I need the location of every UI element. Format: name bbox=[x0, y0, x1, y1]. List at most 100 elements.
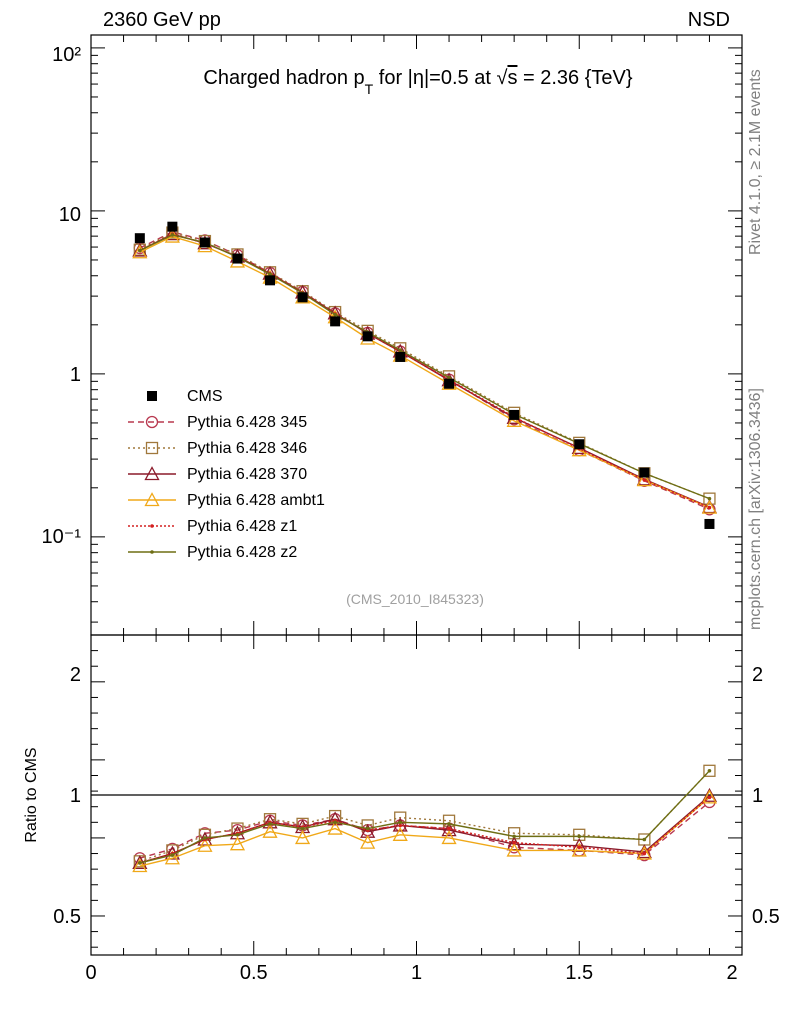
ratio-series-5-point bbox=[365, 826, 370, 831]
axis-tick-labels: 0 0.5 1 1.5 2 10⁻¹ 1 10 10² 0.5 1 2 0.5 … bbox=[42, 44, 780, 984]
x-tick-label-4: 2 bbox=[726, 962, 737, 984]
header-left: 2360 GeV pp bbox=[103, 9, 221, 31]
ratio-series-3-point bbox=[441, 830, 457, 845]
main-series-5-point bbox=[138, 248, 142, 253]
chart-title-prefix: Charged hadron p bbox=[203, 67, 364, 89]
data-point bbox=[232, 253, 243, 264]
ratio-series-2-point bbox=[506, 836, 522, 851]
legend-marker-2 bbox=[144, 466, 160, 481]
legend-marker-4 bbox=[150, 524, 154, 528]
main-series-4-point bbox=[707, 505, 712, 510]
ratio-series-3-point bbox=[392, 826, 408, 841]
data-point bbox=[639, 467, 650, 478]
ratio-series-5-point bbox=[300, 826, 305, 831]
ratio-series-line-5 bbox=[139, 770, 710, 864]
ratio-series-5-point bbox=[235, 833, 240, 837]
ratio-y-tick-label-right-0: 0.5 bbox=[752, 906, 780, 928]
main-series-5-point bbox=[398, 348, 403, 353]
legend-label-data: CMS bbox=[187, 388, 223, 405]
ratio-series-3-point bbox=[506, 842, 522, 857]
x-tick-label-0: 0 bbox=[85, 962, 96, 984]
ratio-series-3-point bbox=[571, 842, 587, 857]
ratio-series-3-point bbox=[327, 820, 343, 835]
ratio-series-3-point bbox=[229, 836, 246, 851]
ratio-series-3-point bbox=[360, 834, 376, 849]
ratio-series-2-point bbox=[327, 811, 343, 826]
legend-label-2: Pythia 6.428 370 bbox=[187, 466, 307, 483]
legend-marker-1 bbox=[145, 441, 159, 455]
data-point bbox=[265, 275, 276, 286]
main-series-3-point bbox=[132, 244, 148, 259]
x-tick-label-2: 1 bbox=[411, 962, 422, 984]
data-point bbox=[297, 292, 308, 303]
ratio-series-3-point bbox=[164, 850, 180, 865]
legend-label-4: Pythia 6.428 z1 bbox=[187, 518, 297, 535]
legend-symbol-data bbox=[147, 391, 157, 401]
ratio-series-3-point bbox=[197, 837, 213, 852]
ratio-series-3-point bbox=[701, 789, 718, 804]
ratio-series-4-point bbox=[512, 840, 516, 845]
chart-title-s: s bbox=[507, 67, 517, 89]
data-point bbox=[362, 331, 373, 342]
x-tick-label-3: 1.5 bbox=[565, 962, 593, 984]
ratio-series-5-point bbox=[170, 853, 175, 857]
chart-title-suffix: = 2.36 {TeV} bbox=[517, 67, 632, 89]
ratio-series-2-point bbox=[262, 814, 278, 829]
ratio-series-5-point bbox=[707, 769, 712, 773]
chart-title-sqrt: √ bbox=[496, 67, 507, 89]
main-series-2-point bbox=[164, 226, 180, 241]
data-point bbox=[395, 351, 406, 362]
data-point bbox=[574, 439, 585, 450]
data-point bbox=[444, 378, 455, 389]
legend-label-0: Pythia 6.428 345 bbox=[187, 414, 307, 431]
ratio-y-tick-label-2: 2 bbox=[70, 664, 81, 686]
ratio-series-2-point bbox=[701, 787, 718, 802]
header-right: NSD bbox=[687, 9, 730, 31]
legend-label-1: Pythia 6.428 346 bbox=[187, 440, 307, 457]
main-series-5-point bbox=[447, 375, 451, 380]
main-y-tick-label-0: 10⁻¹ bbox=[42, 526, 82, 548]
data-point bbox=[167, 221, 178, 232]
ratio-y-tick-label-0: 0.5 bbox=[53, 906, 81, 928]
ratio-series-line-1 bbox=[139, 770, 710, 863]
ratio-series-1-point bbox=[703, 764, 716, 777]
main-y-tick-label-1: 1 bbox=[70, 364, 81, 386]
legend: CMS Pythia 6.428 345 Pythia 6.428 346 Py… bbox=[128, 388, 325, 561]
main-y-tick-label-2: 10 bbox=[59, 204, 81, 226]
main-series-5-point bbox=[268, 272, 272, 277]
chart-title-middle: for |η|=0.5 at bbox=[373, 67, 496, 89]
ratio-series-3-point bbox=[294, 830, 311, 845]
chart-title: Charged hadron pT for |η|=0.5 at √s = 2.… bbox=[203, 67, 632, 97]
x-tick-label-1: 0.5 bbox=[240, 962, 268, 984]
main-series-5-point bbox=[170, 233, 175, 237]
main-series-3-point bbox=[636, 472, 652, 487]
main-series-3-point bbox=[701, 499, 718, 514]
rivet-version-label: Rivet 4.1.0, ≥ 2.1M events bbox=[747, 69, 764, 255]
ratio-y-tick-label-right-1: 1 bbox=[752, 785, 763, 807]
main-y-tick-label-3: 10² bbox=[52, 44, 81, 66]
main-series-5-point bbox=[333, 312, 337, 317]
ratio-series-5-point bbox=[447, 822, 451, 826]
ratio-series-3-point bbox=[132, 858, 148, 873]
axis-ticks bbox=[90, 35, 743, 955]
main-series-1-point bbox=[703, 492, 716, 505]
data-point bbox=[704, 518, 715, 529]
ratio-series-1-point bbox=[442, 814, 456, 827]
ratio-series-2-point bbox=[571, 837, 587, 852]
ratio-series-5-point bbox=[333, 820, 337, 825]
legend-label-3: Pythia 6.428 ambt1 bbox=[187, 492, 325, 509]
chart-title-subscript: T bbox=[365, 81, 374, 97]
ratio-series-group bbox=[132, 764, 718, 873]
legend-marker-3 bbox=[144, 492, 160, 507]
data-point bbox=[199, 237, 210, 248]
legend-marker-5 bbox=[150, 550, 154, 554]
ratio-series-3-point bbox=[262, 823, 278, 838]
mcplots-label: mcplots.cern.ch [arXiv:1306.3436] bbox=[747, 388, 764, 630]
ratio-y-label: Ratio to CMS bbox=[23, 747, 40, 842]
legend-label-5: Pythia 6.428 z2 bbox=[187, 544, 297, 561]
ratio-y-tick-label-1: 1 bbox=[70, 785, 81, 807]
ratio-series-2-point bbox=[392, 817, 408, 832]
analysis-tag: (CMS_2010_I845323) bbox=[346, 591, 484, 607]
data-points-group bbox=[134, 221, 715, 529]
